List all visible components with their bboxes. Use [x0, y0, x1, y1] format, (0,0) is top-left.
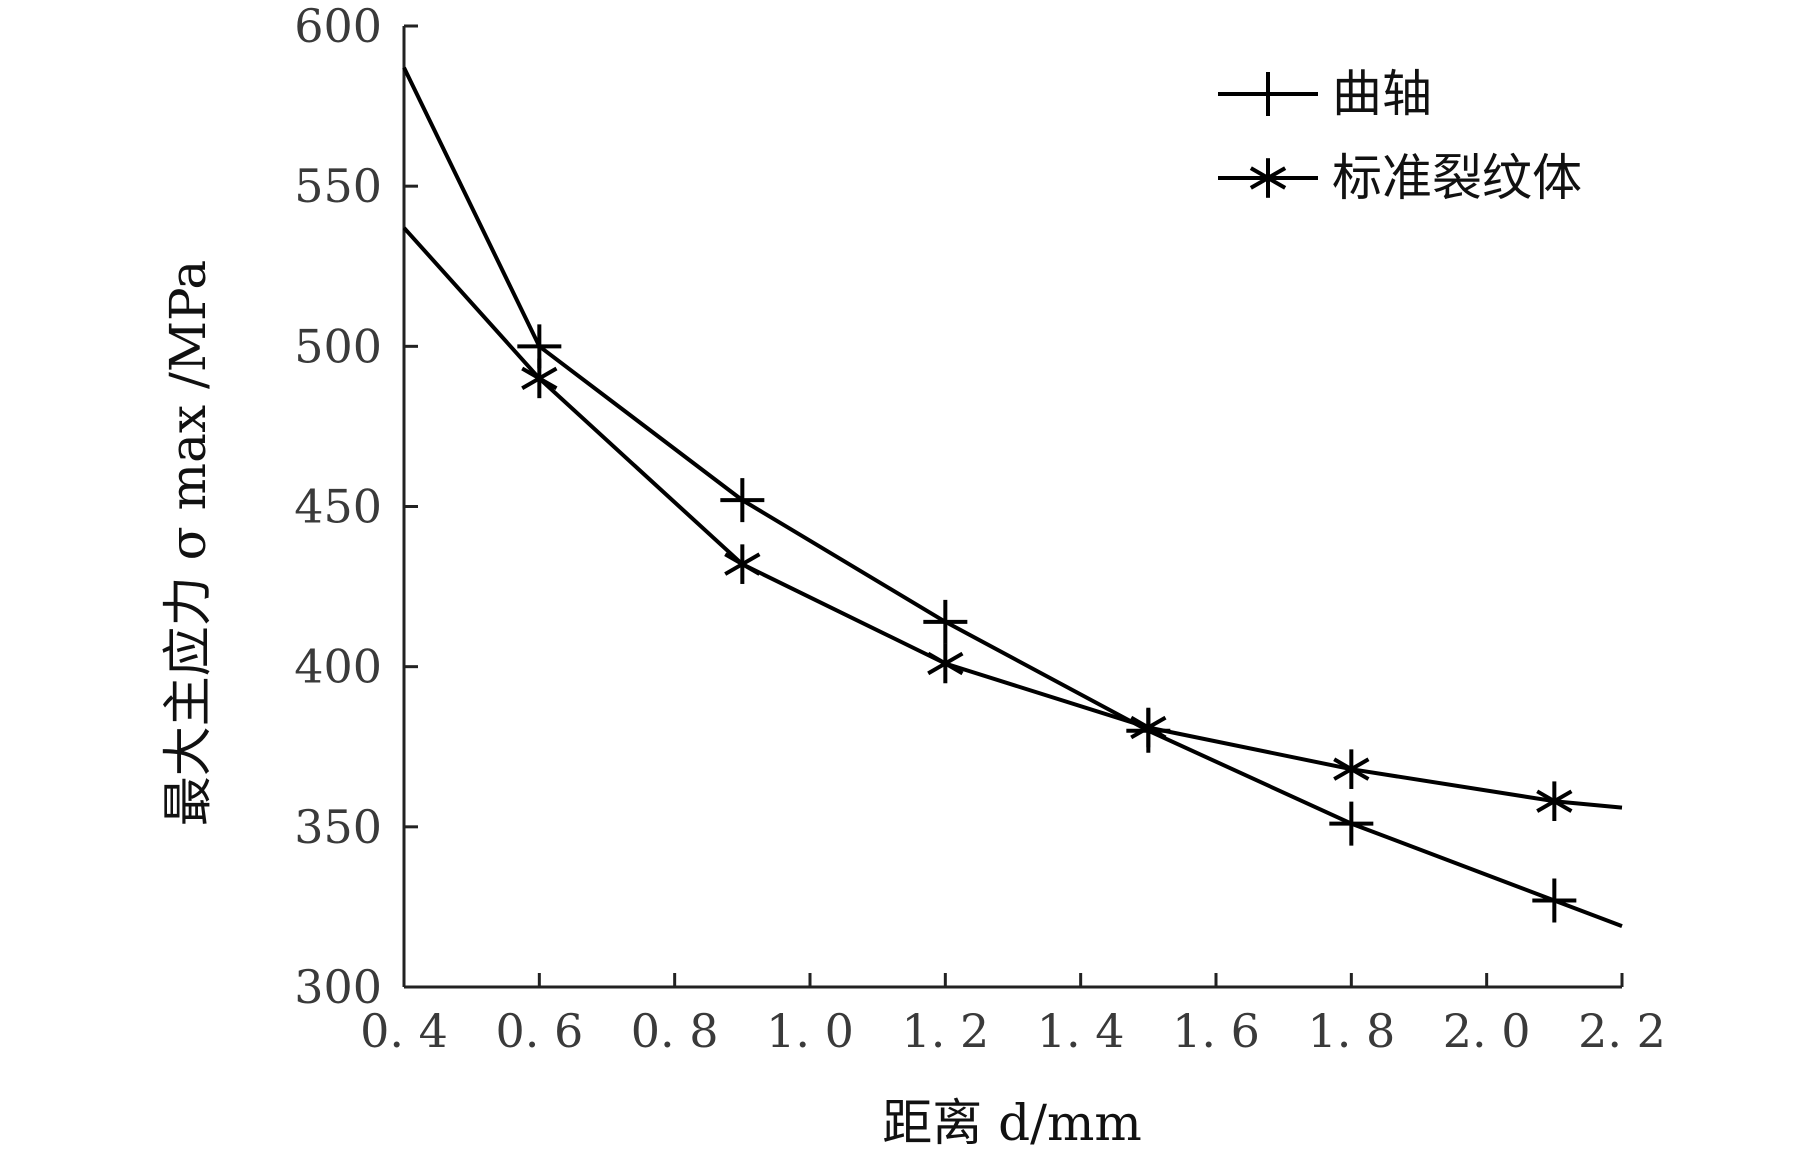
legend-marker-plus [1246, 72, 1290, 116]
data-point-asterisk [1130, 707, 1167, 748]
x-tick-label: 1. 6 [1172, 1004, 1260, 1058]
plot-area [402, 66, 1623, 928]
x-tick-label: 2. 0 [1443, 1004, 1531, 1058]
data-point-asterisk [521, 358, 558, 399]
legend-marker-asterisk [1249, 158, 1287, 198]
data-point-asterisk [927, 643, 964, 684]
data-point-plus [923, 599, 968, 644]
y-tick-label: 550 [294, 159, 382, 213]
x-tick-label: 0. 4 [360, 1004, 448, 1058]
y-tick-label: 400 [294, 640, 382, 694]
marker-stroke [1536, 789, 1573, 813]
x-tick-label: 0. 8 [631, 1004, 719, 1058]
x-axis-title: 距离 d/mm [882, 1094, 1142, 1149]
marker-stroke [724, 552, 761, 576]
legend-label: 标准裂纹体 [1332, 149, 1582, 207]
marker-stroke [1249, 166, 1287, 190]
legend-label: 曲轴 [1332, 65, 1432, 123]
axes: 300 350 400 450 500 550 600 0. 4 0. 6 0. 8 1. 0 1. … [294, 0, 1666, 1058]
y-tick-label: 600 [294, 0, 382, 53]
y-tick-label: 450 [294, 480, 382, 534]
marker-stroke [1333, 757, 1370, 781]
x-tick-label: 2. 2 [1578, 1004, 1666, 1058]
legend-item: 标准裂纹体 [1218, 149, 1582, 207]
data-point-asterisk [1333, 749, 1370, 789]
y-tick-label: 300 [294, 960, 382, 1014]
marker-stroke [927, 651, 964, 676]
y-axis-title: 最大主应力 σ max /MPa [159, 260, 217, 826]
marker-stroke [521, 366, 558, 390]
y-tick-label: 500 [294, 319, 382, 373]
data-point-plus [1532, 878, 1577, 923]
x-tick-label: 1. 2 [901, 1004, 989, 1058]
legend-item: 曲轴 [1218, 65, 1432, 123]
x-tick-label: 1. 0 [766, 1004, 854, 1058]
x-tick-label: 0. 6 [495, 1004, 583, 1058]
x-tick-label: 1. 8 [1307, 1004, 1395, 1058]
data-point-asterisk [724, 544, 761, 584]
series-line-2 [402, 226, 1623, 810]
data-point-plus [1329, 801, 1374, 846]
marker-stroke [1130, 715, 1167, 740]
data-point-asterisk [1536, 781, 1573, 822]
data-point-plus [720, 478, 765, 523]
series-line-1 [402, 66, 1623, 928]
x-tick-label: 1. 4 [1037, 1004, 1125, 1058]
y-tick-label: 350 [294, 800, 382, 854]
